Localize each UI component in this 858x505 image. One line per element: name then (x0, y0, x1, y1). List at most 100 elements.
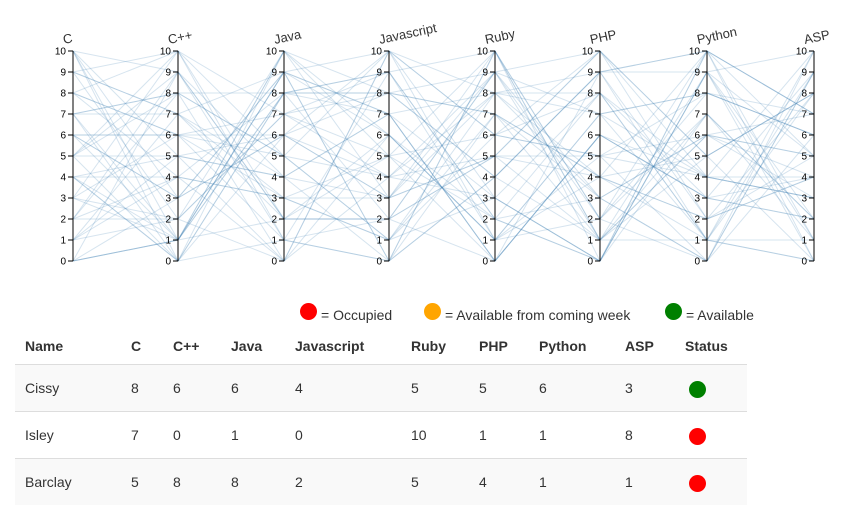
tick-label: 3 (801, 194, 807, 205)
tick-label: 10 (689, 47, 701, 58)
tick-label: 2 (271, 215, 277, 226)
cell-cpp: 0 (163, 411, 221, 459)
series-line-9 (72, 71, 815, 220)
status-dot-icon (689, 381, 706, 398)
series-line-0 (72, 92, 815, 199)
tick-label: 3 (60, 194, 66, 205)
tick-label: 2 (801, 215, 807, 226)
axis-title: C (62, 30, 74, 47)
cell-java: 8 (221, 458, 285, 505)
tick-label: 10 (371, 47, 383, 58)
tick-label: 1 (271, 236, 277, 247)
series-line-19 (72, 92, 815, 241)
tick-label: 9 (694, 68, 700, 79)
tick-label: 4 (801, 173, 807, 184)
series-line-40 (72, 50, 815, 262)
series-line-30 (72, 134, 815, 241)
tick-label: 5 (587, 152, 593, 163)
series-line-35 (73, 50, 815, 199)
tick-label: 1 (482, 236, 488, 247)
series-line-6 (73, 50, 815, 262)
cell-status (675, 364, 747, 412)
col-header-java: Java (231, 338, 263, 354)
series-line-23 (72, 50, 815, 220)
status-dot-icon (689, 475, 706, 492)
tick-label: 2 (60, 215, 66, 226)
axis-1[interactable]: 0 1 2 3 4 5 6 7 8 9 10C++ (160, 27, 194, 267)
tick-label: 10 (477, 47, 489, 58)
tick-label: 6 (271, 131, 277, 142)
tick-label: 2 (376, 215, 382, 226)
tick-label: 3 (482, 194, 488, 205)
status-dot-icon (689, 428, 706, 445)
series-line-21 (72, 71, 815, 262)
parallel-coordinates-chart: 012345678910C012345678910C++012345678910… (55, 20, 831, 268)
cell-ruby: 5 (401, 364, 469, 412)
cell-c: 5 (121, 458, 163, 505)
series-line-39 (72, 50, 815, 241)
table-row[interactable]: Barclay 5 8 8 2 5 4 1 1 (15, 458, 747, 505)
tick-label: 2 (482, 215, 488, 226)
tick-label: 8 (694, 89, 700, 100)
tick-label: 8 (801, 89, 807, 100)
tick-label: 7 (376, 110, 382, 121)
tick-label: 0 (694, 257, 700, 268)
legend-item-occupied: = Occupied (300, 303, 393, 323)
tick-label: 1 (60, 236, 66, 247)
series-line-33 (72, 50, 815, 262)
cell-asp: 1 (615, 458, 675, 505)
tick-label: 10 (160, 47, 172, 58)
table-row[interactable]: Isley 7 0 1 0 10 1 1 8 (15, 411, 747, 459)
series-line-14 (72, 50, 815, 262)
tick-label: 6 (587, 131, 593, 142)
series-line-47 (72, 50, 815, 262)
tick-label: 1 (801, 236, 807, 247)
legend-label-occupied: = Occupied (321, 306, 393, 323)
cell-php: 5 (469, 364, 529, 412)
series-lines (72, 49, 815, 263)
series-line-26 (72, 71, 815, 262)
tick-label: 3 (587, 194, 593, 205)
series-line-34 (72, 92, 815, 262)
cell-asp: 3 (615, 364, 675, 412)
cell-python: 6 (529, 364, 615, 412)
tick-label: 9 (482, 68, 488, 79)
tick-label: 2 (587, 215, 593, 226)
col-header-status: Status (685, 338, 728, 354)
cell-java: 1 (221, 411, 285, 459)
cell-javascript: 0 (285, 411, 401, 459)
tick-label: 10 (796, 47, 808, 58)
series-line-11 (73, 49, 815, 262)
tick-label: 4 (482, 173, 488, 184)
axis-title: Java (273, 26, 304, 47)
series-line-28 (73, 49, 815, 262)
tick-label: 4 (165, 173, 171, 184)
cell-status (675, 458, 747, 505)
series-line-5 (73, 50, 815, 241)
tick-label: 7 (165, 110, 171, 121)
legend-label-available: = Available (686, 306, 754, 323)
cell-cpp: 6 (163, 364, 221, 412)
tick-label: 9 (271, 68, 277, 79)
tick-label: 1 (587, 236, 593, 247)
col-header-asp: ASP (625, 338, 654, 354)
series-line-29 (72, 50, 815, 262)
col-header-ruby: Ruby (411, 338, 446, 354)
table-row[interactable]: Cissy 8 6 6 4 5 5 6 3 (15, 364, 747, 412)
series-line-22 (72, 50, 815, 262)
axis-0[interactable]: 0 1 2 3 4 5 6 7 8 9 10C (55, 30, 74, 267)
series-line-38 (72, 50, 815, 262)
red-dot-icon (300, 303, 317, 320)
tick-label: 0 (801, 257, 807, 268)
col-header-cpp: C++ (173, 338, 200, 354)
series-line-31 (72, 71, 815, 241)
tick-label: 6 (165, 131, 171, 142)
axis-title: Python (696, 24, 739, 47)
orange-dot-icon (424, 303, 441, 320)
tick-label: 1 (165, 236, 171, 247)
tick-label: 0 (271, 257, 277, 268)
